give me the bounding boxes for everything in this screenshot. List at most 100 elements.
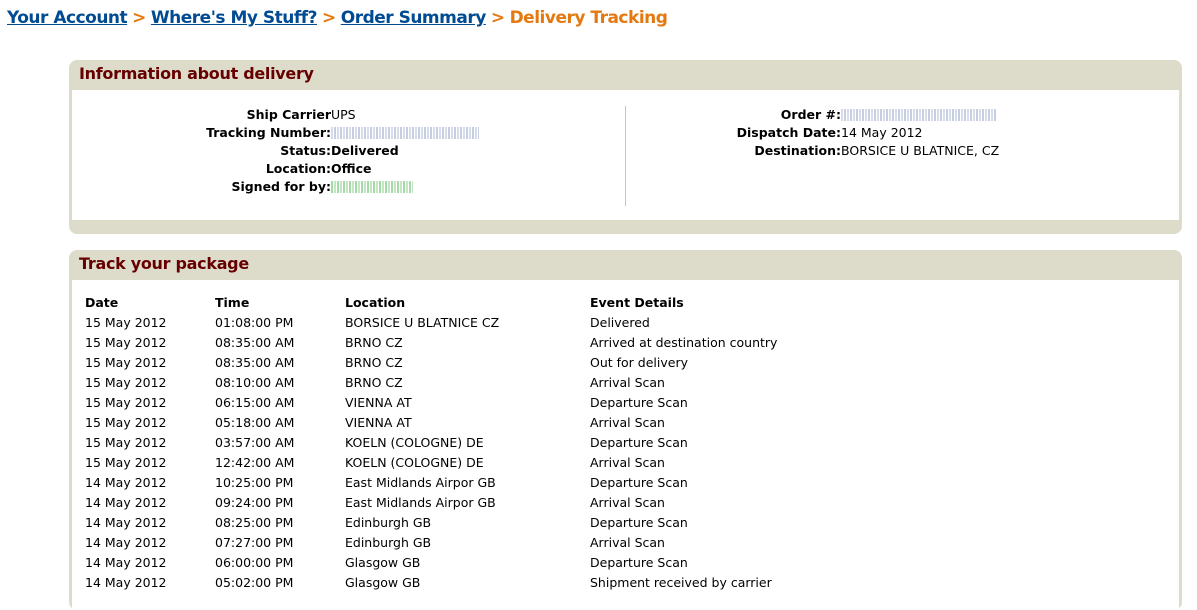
dispatch-date-label: Dispatch Date:: [736, 125, 841, 140]
order-number-redacted: [841, 109, 996, 121]
table-row: 15 May 2012 08:35:00 AM BRNO CZ Arrived at …: [85, 332, 777, 352]
tracking-table: Date Time Location Event Details 15 May …: [85, 292, 777, 592]
breadcrumb-separator: >: [490, 8, 505, 28]
cell-date: 14 May 2012: [85, 574, 167, 590]
breadcrumb-your-account[interactable]: Your Account: [7, 8, 128, 28]
cell-event: Departure Scan: [590, 434, 688, 450]
dispatch-date-value: 14 May 2012: [841, 125, 923, 140]
cell-time: 08:25:00 PM: [215, 514, 294, 530]
table-row: 15 May 2012 12:42:00 AM KOELN (COLOGNE) DE…: [85, 452, 777, 472]
order-number-label: Order #:: [780, 107, 841, 122]
table-row: 14 May 2012 10:25:00 PM East Midlands Airp…: [85, 472, 777, 492]
breadcrumb: Your Account > Where's My Stuff? > Order Sum…: [7, 8, 668, 28]
shipment-details-left: Ship Carrier UPS Tracking Number: Status:…: [72, 106, 479, 196]
destination-value: BORSICE U BLATNICE, CZ: [841, 143, 1000, 158]
cell-time: 10:25:00 PM: [215, 474, 294, 490]
cell-location: VIENNA AT: [345, 414, 412, 430]
cell-location: KOELN (COLOGNE) DE: [345, 454, 484, 470]
cell-time: 06:00:00 PM: [215, 554, 294, 570]
tracking-number-redacted: [331, 127, 479, 139]
status-value: Delivered: [331, 143, 399, 158]
cell-time: 07:27:00 PM: [215, 534, 294, 550]
cell-date: 14 May 2012: [85, 494, 167, 510]
ship-carrier-label: Ship Carrier: [246, 107, 331, 122]
signed-for-label: Signed for by:: [231, 179, 331, 194]
cell-event: Departure Scan: [590, 554, 688, 570]
delivery-info-panel: Information about delivery Ship Carrier U…: [69, 60, 1182, 234]
table-row: 14 May 2012 07:27:00 PM Edinburgh GB Arriva…: [85, 532, 777, 552]
cell-event: Arrival Scan: [590, 494, 665, 510]
cell-date: 15 May 2012: [85, 314, 167, 330]
cell-location: Edinburgh GB: [345, 514, 432, 530]
cell-location: Edinburgh GB: [345, 534, 432, 550]
cell-location: East Midlands Airpor GB: [345, 494, 496, 510]
cell-event: Arrival Scan: [590, 454, 665, 470]
cell-event: Arrival Scan: [590, 374, 665, 390]
cell-time: 05:02:00 PM: [215, 574, 294, 590]
cell-date: 14 May 2012: [85, 534, 167, 550]
cell-event: Out for delivery: [590, 354, 688, 370]
cell-time: 08:35:00 AM: [215, 354, 295, 370]
cell-location: KOELN (COLOGNE) DE: [345, 434, 484, 450]
cell-location: Glasgow GB: [345, 574, 421, 590]
cell-date: 15 May 2012: [85, 414, 167, 430]
shipment-details-right: Order #: Dispatch Date: 14 May 2012 Desti…: [72, 106, 1000, 160]
col-location: Location: [345, 294, 406, 310]
table-row: 15 May 2012 08:35:00 AM BRNO CZ Out for del…: [85, 352, 777, 372]
breadcrumb-separator: >: [132, 8, 146, 28]
divider: [625, 106, 626, 206]
col-date: Date: [85, 294, 119, 310]
destination-label: Destination:: [754, 143, 841, 158]
cell-date: 15 May 2012: [85, 454, 167, 470]
cell-location: BRNO CZ: [345, 334, 403, 350]
ship-carrier-value: UPS: [331, 107, 356, 122]
cell-date: 15 May 2012: [85, 374, 167, 390]
cell-date: 15 May 2012: [85, 354, 167, 370]
cell-location: East Midlands Airpor GB: [345, 474, 496, 490]
col-time: Time: [215, 294, 250, 310]
location-label: Location:: [265, 161, 331, 176]
table-row: 14 May 2012 06:00:00 PM Glasgow GB Departur…: [85, 552, 777, 572]
cell-time: 08:10:00 AM: [215, 374, 295, 390]
cell-location: BORSICE U BLATNICE CZ: [345, 314, 500, 330]
cell-location: BRNO CZ: [345, 354, 403, 370]
track-package-panel: Track your package Date Time Location Ev…: [69, 250, 1182, 610]
table-row: 15 May 2012 03:57:00 AM KOELN (COLOGNE) DE…: [85, 432, 777, 452]
cell-time: 03:57:00 AM: [215, 434, 295, 450]
cell-time: 09:24:00 PM: [215, 494, 294, 510]
table-row: 15 May 2012 06:15:00 AM VIENNA AT Departure…: [85, 392, 777, 412]
cell-event: Arrival Scan: [590, 414, 665, 430]
table-row: 14 May 2012 08:25:00 PM Edinburgh GB Depart…: [85, 512, 777, 532]
cell-date: 15 May 2012: [85, 394, 167, 410]
cell-date: 14 May 2012: [85, 554, 167, 570]
cell-location: Glasgow GB: [345, 554, 421, 570]
breadcrumb-order-summary[interactable]: Order Summary: [340, 8, 487, 28]
signed-for-redacted: [331, 181, 413, 193]
cell-date: 14 May 2012: [85, 514, 167, 530]
cell-event: Arrived at destination country: [590, 334, 778, 350]
cell-event: Departure Scan: [590, 514, 688, 530]
breadcrumb-wheres-my-stuff[interactable]: Where's My Stuff?: [150, 8, 318, 28]
tracking-number-label: Tracking Number:: [206, 125, 331, 140]
cell-time: 12:42:00 AM: [215, 454, 295, 470]
cell-location: BRNO CZ: [345, 374, 403, 390]
cell-time: 08:35:00 AM: [215, 334, 295, 350]
cell-event: Departure Scan: [590, 394, 688, 410]
breadcrumb-current: Delivery Tracking: [509, 8, 668, 28]
cell-date: 15 May 2012: [85, 334, 167, 350]
panel-title: Information about delivery: [79, 64, 314, 83]
cell-event: Delivered: [590, 314, 650, 330]
cell-date: 15 May 2012: [85, 434, 167, 450]
location-value: Office: [331, 161, 372, 176]
table-row: 15 May 2012 05:18:00 AM VIENNA AT Arrival S…: [85, 412, 777, 432]
table-row: 15 May 2012 08:10:00 AM BRNO CZ Arrival Sca…: [85, 372, 777, 392]
cell-time: 01:08:00 PM: [215, 314, 294, 330]
panel-title: Track your package: [79, 254, 249, 273]
table-row: 14 May 2012 05:02:00 PM Glasgow GB Shipment…: [85, 572, 777, 592]
cell-date: 14 May 2012: [85, 474, 167, 490]
status-label: Status:: [280, 143, 331, 158]
cell-location: VIENNA AT: [345, 394, 412, 410]
col-event-details: Event Details: [590, 294, 684, 310]
cell-time: 05:18:00 AM: [215, 414, 295, 430]
table-row: 15 May 2012 01:08:00 PM BORSICE U BLATNICE…: [85, 312, 777, 332]
